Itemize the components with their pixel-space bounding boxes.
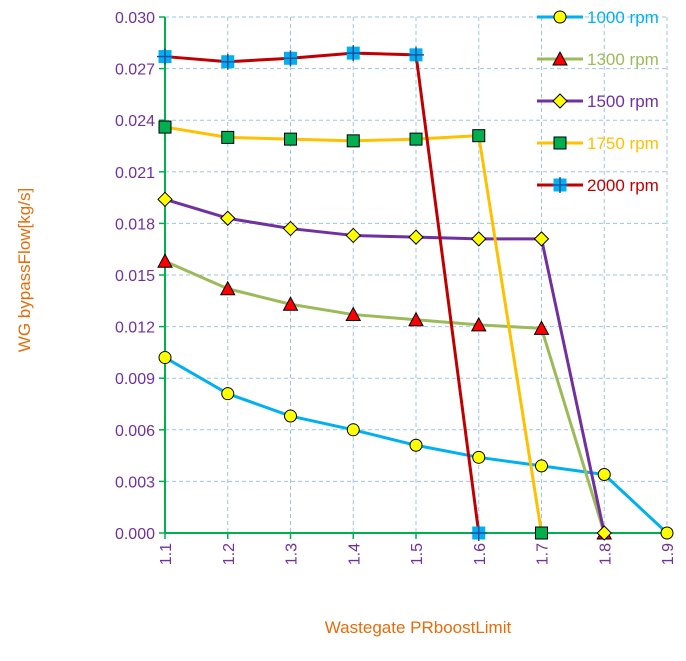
legend-label: 1300 rpm <box>587 50 659 69</box>
data-point <box>472 450 486 464</box>
legend-marker <box>552 93 568 109</box>
data-point <box>408 46 424 63</box>
data-point <box>470 316 487 332</box>
x-tick-label: 1.2 <box>221 543 238 565</box>
y-tick-labels: 0.000 0.003 0.006 0.009 0.012 0.015 0.018 0.021… <box>115 10 155 543</box>
data-point <box>533 320 550 335</box>
data-point <box>535 526 548 540</box>
data-point <box>472 129 486 143</box>
x-tick-label: 1.8 <box>597 543 614 565</box>
x-tick-label: 1.6 <box>472 543 489 565</box>
data-point <box>284 132 297 146</box>
data-point <box>345 45 362 62</box>
legend-label: 1000 rpm <box>587 8 659 27</box>
data-point <box>284 409 297 423</box>
y-tick-label: 0.018 <box>115 216 155 233</box>
data-point <box>157 191 173 208</box>
x-tick-label: 1.3 <box>284 543 301 565</box>
y-axis-title: WG bypassFlow[kg/s] <box>15 188 34 352</box>
series-line-4 <box>164 51 481 534</box>
data-point <box>220 210 236 226</box>
legend-label: 2000 rpm <box>587 176 659 195</box>
x-tick-label: 1.1 <box>158 543 175 565</box>
legend-item: 1500 rpm <box>537 92 659 111</box>
data-point <box>408 311 424 327</box>
legend-marker <box>553 10 567 24</box>
data-point <box>471 231 487 247</box>
legend-item: 1750 rpm <box>537 134 659 153</box>
x-tick-labels: 1.1 1.2 1.3 1.4 1.5 1.6 1.7 1.8 1.9 <box>158 543 677 565</box>
data-point <box>157 48 173 65</box>
data-point <box>660 526 674 540</box>
data-point <box>158 120 172 134</box>
series-markers <box>157 45 674 541</box>
data-point <box>221 130 235 144</box>
y-tick-label: 0.021 <box>115 165 155 182</box>
series-line-2 <box>164 197 606 534</box>
x-tick-label: 1.4 <box>346 543 363 565</box>
legend: 1000 rpm 1300 rpm 1500 rpm 1750 rpm 2000 rpm <box>537 8 659 195</box>
data-point <box>345 306 362 322</box>
y-tick-label: 0.000 <box>115 526 155 543</box>
data-point <box>408 229 424 245</box>
x-tick-label: 1.7 <box>535 543 552 565</box>
y-tick-label: 0.024 <box>115 113 155 130</box>
y-tick-label: 0.006 <box>115 423 155 440</box>
y-tick-label: 0.003 <box>115 474 155 491</box>
data-point <box>597 468 611 482</box>
legend-label: 1500 rpm <box>587 92 659 111</box>
data-point <box>596 525 612 541</box>
legend-marker <box>552 50 568 66</box>
legend-item: 1300 rpm <box>537 50 659 69</box>
data-point <box>346 134 360 148</box>
data-point <box>282 220 299 237</box>
x-axis-title: Wastegate PRboostLimit <box>325 618 512 637</box>
y-tick-label: 0.015 <box>115 268 155 285</box>
data-point <box>470 525 487 541</box>
data-point <box>282 50 299 67</box>
y-tick-label: 0.009 <box>115 371 155 388</box>
data-point <box>345 227 361 244</box>
legend-item: 2000 rpm <box>537 176 659 195</box>
data-point <box>533 231 550 247</box>
data-point <box>409 132 423 146</box>
series-line-1 <box>164 259 606 534</box>
y-tick-label: 0.012 <box>115 320 155 337</box>
data-point <box>219 53 236 70</box>
data-point <box>282 296 299 311</box>
data-point <box>346 423 360 437</box>
legend-item: 1000 rpm <box>537 8 659 27</box>
data-point <box>409 438 423 452</box>
legend-label: 1750 rpm <box>587 134 659 153</box>
data-point <box>219 280 236 296</box>
y-tick-label: 0.030 <box>115 10 155 27</box>
data-point <box>221 387 235 401</box>
x-tick-label: 1.5 <box>409 543 426 565</box>
data-point <box>158 351 172 365</box>
x-tick-label: 1.9 <box>660 543 677 565</box>
legend-marker <box>552 177 568 193</box>
data-point <box>535 459 548 473</box>
data-point <box>157 253 173 268</box>
legend-marker <box>553 136 567 150</box>
y-tick-label: 0.027 <box>115 62 155 79</box>
